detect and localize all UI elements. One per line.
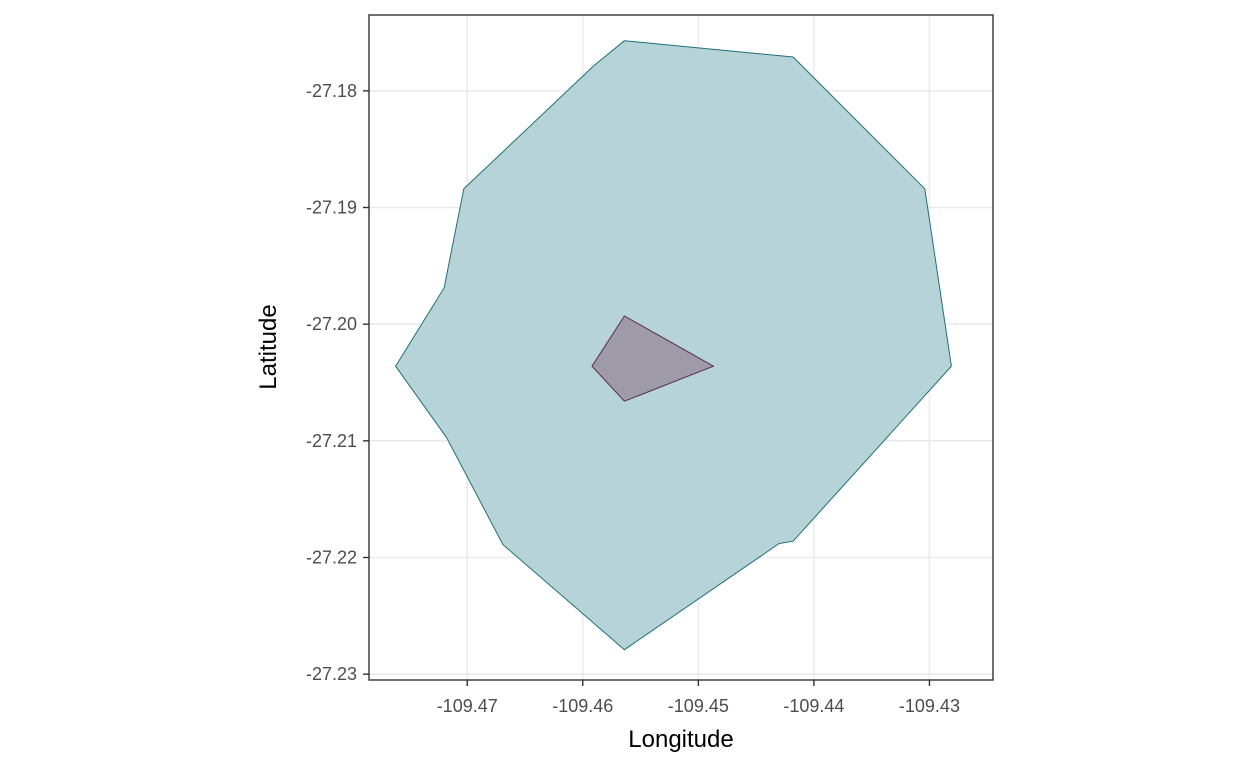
x-axis-title: Longitude [628,726,733,753]
y-tick-label: -27.22 [306,548,357,568]
x-tick-label: -109.45 [668,696,729,716]
x-axis: -109.47 -109.46 -109.45 -109.44 -109.43 [437,680,960,716]
y-axis-title: Latitude [255,304,282,389]
y-axis: -27.18 -27.19 -27.20 -27.21 -27.22 -27.23 [306,81,369,684]
y-tick-label: -27.23 [306,664,357,684]
y-tick-label: -27.18 [306,81,357,101]
y-tick-label: -27.20 [306,314,357,334]
x-tick-label: -109.43 [899,696,960,716]
y-tick-label: -27.21 [306,431,357,451]
y-tick-label: -27.19 [306,198,357,218]
polygon-layer [394,40,952,651]
x-tick-label: -109.46 [552,696,613,716]
inner-region-polygon [591,315,715,402]
x-tick-label: -109.47 [437,696,498,716]
x-tick-label: -109.44 [783,696,844,716]
panel-border [368,14,994,681]
